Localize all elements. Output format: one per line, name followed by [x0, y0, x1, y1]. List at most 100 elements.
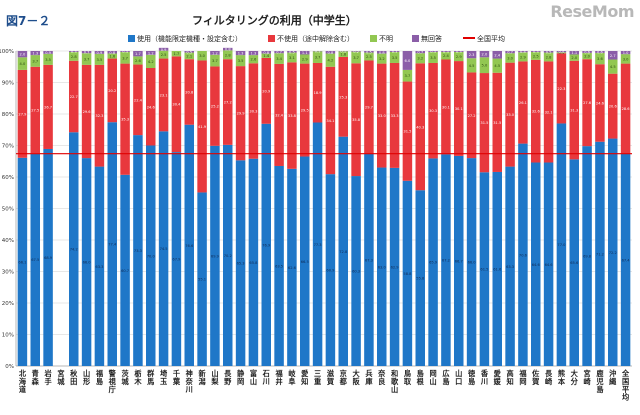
- data-label: 35.8: [352, 118, 361, 122]
- data-label: 3.1: [289, 56, 295, 60]
- data-label: 2.8: [71, 55, 77, 59]
- data-label: 18.9: [314, 91, 323, 95]
- data-label: 32.1: [545, 110, 553, 114]
- y-tick-label: 40%: [2, 238, 14, 244]
- x-tick-label: 本: [558, 377, 566, 386]
- data-label: 2.7: [610, 54, 616, 58]
- data-label: 60.3: [352, 270, 360, 274]
- data-label: 66.7: [455, 259, 463, 263]
- data-label: 30.4: [172, 103, 181, 107]
- data-label: 2.6: [251, 58, 257, 62]
- data-label: 24.6: [596, 101, 605, 105]
- data-label: 70.0: [147, 254, 156, 258]
- data-label: 0.1: [315, 50, 321, 54]
- data-label: 24.6: [147, 105, 156, 109]
- data-label: 20.2: [108, 89, 116, 93]
- data-label: 65.9: [429, 261, 438, 265]
- data-label: 0.3: [456, 50, 462, 54]
- x-tick-label: 知: [300, 377, 308, 386]
- x-tick-label: 葉: [172, 377, 181, 386]
- data-label: 66.0: [468, 261, 477, 265]
- data-label: 2.5: [161, 53, 167, 57]
- data-label: 2.5: [366, 55, 372, 59]
- data-label: 0.8: [263, 51, 269, 55]
- data-label: 2.8: [225, 53, 231, 57]
- data-label: 76.9: [262, 243, 271, 247]
- y-tick-label: 10%: [2, 333, 14, 339]
- x-tick-label: 井: [275, 377, 282, 386]
- data-label: 69.9: [211, 254, 220, 258]
- x-tick-label: 知: [505, 377, 513, 386]
- x-tick-label: 馬: [147, 377, 154, 386]
- x-tick-label: 形: [83, 377, 91, 386]
- x-tick-label: 島: [596, 385, 603, 394]
- data-label: 67.9: [172, 258, 181, 262]
- x-tick-label: 庁: [108, 385, 116, 394]
- data-label: 22.7: [70, 95, 78, 99]
- data-label: 0.6: [597, 50, 603, 54]
- data-label: 2.8: [546, 55, 552, 59]
- data-label: 2.0: [584, 55, 590, 59]
- data-label: 64.6: [545, 263, 554, 267]
- x-tick-label: 川: [262, 377, 270, 386]
- data-label: 3.5: [45, 58, 51, 62]
- data-label: 0.1: [340, 50, 346, 54]
- x-tick-label: 賀: [531, 377, 540, 386]
- x-tick-label: 潟: [198, 377, 205, 386]
- data-label: 25.2: [211, 105, 219, 109]
- x-tick-label: 均: [622, 393, 629, 402]
- data-label: 3.2: [417, 57, 423, 61]
- data-label: 23.1: [160, 93, 168, 97]
- data-label: 2.0: [482, 53, 488, 57]
- x-tick-label: 山: [250, 377, 257, 386]
- data-label: 1.0: [623, 51, 629, 55]
- x-tick-label: 阪: [352, 377, 360, 386]
- data-label: 31.3: [570, 109, 578, 113]
- data-label: 0.3: [443, 50, 449, 54]
- data-label: 5.0: [482, 64, 488, 68]
- data-label: 2.4: [494, 53, 500, 57]
- data-label: 27.2: [468, 114, 476, 118]
- data-label: 0.5: [546, 50, 552, 54]
- data-label: 29.7: [365, 106, 373, 110]
- data-label: 4.5: [469, 64, 475, 68]
- x-tick-label: 庫: [365, 377, 373, 386]
- data-label: 65.3: [237, 262, 245, 266]
- data-label: 0.3: [533, 50, 539, 54]
- data-label: 22.4: [134, 98, 143, 102]
- data-label: 20.8: [185, 90, 194, 94]
- data-label: 0.4: [559, 50, 565, 54]
- data-label: 63.3: [506, 265, 514, 269]
- data-label: 3.2: [379, 57, 385, 61]
- data-label: 27.5: [31, 109, 39, 113]
- data-label: 77.3: [314, 243, 322, 247]
- data-label: 0.9: [97, 51, 103, 55]
- data-label: 1.1: [302, 51, 308, 55]
- data-label: 2.5: [533, 54, 539, 58]
- x-tick-label: 田: [70, 377, 77, 386]
- data-label: 2.0: [20, 53, 26, 57]
- y-tick-label: 70%: [2, 144, 14, 150]
- data-label: 70.2: [224, 254, 232, 258]
- data-label: 0.7: [84, 51, 90, 55]
- y-tick-label: 30%: [2, 270, 14, 276]
- x-tick-label: 阜: [288, 377, 295, 386]
- data-label: 66.5: [301, 260, 309, 264]
- data-label: 3.5: [430, 56, 436, 60]
- data-label: 55.8: [416, 277, 425, 281]
- data-label: 71.2: [596, 252, 604, 256]
- data-label: 69.8: [583, 255, 592, 259]
- data-label: 0.2: [353, 50, 359, 54]
- stacked-bar-chart: 0%10%20%30%40%50%60%70%80%90%100%66.127.…: [0, 0, 640, 415]
- data-label: 2.3: [469, 53, 475, 57]
- x-tick-label: 分: [571, 377, 579, 386]
- data-label: 3.0: [199, 54, 205, 58]
- x-tick-label: 玉: [160, 377, 167, 386]
- x-tick-label: 口: [455, 377, 462, 386]
- data-label: 60.9: [326, 269, 335, 273]
- x-tick-label: 梨: [210, 377, 219, 386]
- data-label: 30.3: [249, 110, 257, 114]
- data-label: 3.7: [122, 56, 128, 60]
- data-label: 20.6: [609, 105, 618, 109]
- x-tick-label: 良: [378, 377, 386, 386]
